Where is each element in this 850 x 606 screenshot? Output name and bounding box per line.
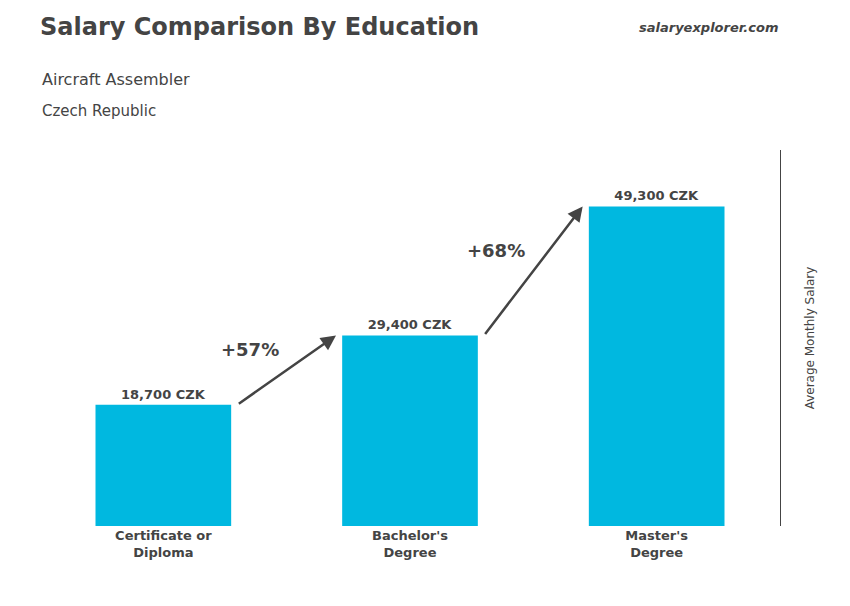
svg-text:Salary Comparison By Education: Salary Comparison By Education — [40, 13, 479, 41]
svg-text:Certificate orDiploma: Certificate orDiploma — [115, 528, 212, 560]
svg-text:Master'sDegree: Master'sDegree — [625, 528, 688, 560]
svg-text:18,700 CZK: 18,700 CZK — [121, 387, 206, 402]
svg-text:salaryexplorer.com: salaryexplorer.com — [639, 20, 778, 35]
svg-text:+68%: +68% — [467, 240, 525, 261]
svg-text:Bachelor'sDegree: Bachelor'sDegree — [372, 528, 448, 560]
svg-text:Czech Republic: Czech Republic — [42, 102, 156, 120]
svg-text:29,400 CZK: 29,400 CZK — [368, 317, 453, 332]
svg-text:+57%: +57% — [221, 339, 279, 360]
svg-text:49,300 CZK: 49,300 CZK — [614, 188, 699, 203]
svg-text:Aircraft Assembler: Aircraft Assembler — [42, 70, 190, 89]
svg-text:Average Monthly Salary: Average Monthly Salary — [803, 267, 817, 410]
